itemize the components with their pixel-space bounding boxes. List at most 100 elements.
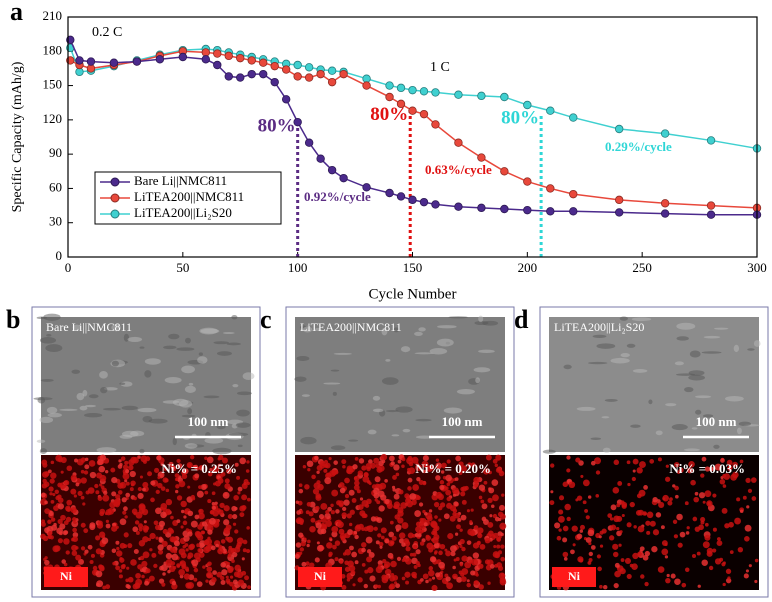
eds-dot — [187, 531, 193, 537]
eds-dot — [406, 457, 414, 465]
eds-dot — [494, 516, 500, 522]
eds-dot — [182, 520, 188, 526]
element-label: Ni — [314, 569, 327, 583]
eds-dot — [302, 465, 307, 469]
eds-dot — [75, 482, 80, 487]
decay-label: 0.29%/cycle — [605, 139, 672, 154]
eds-dot — [314, 557, 320, 563]
eds-dot — [380, 535, 385, 540]
sem-texture — [33, 313, 255, 455]
eds-dot — [339, 559, 344, 564]
eds-dot — [477, 533, 483, 539]
eds-dot — [123, 464, 129, 470]
eds-dot — [566, 455, 571, 460]
eds-dot — [387, 540, 395, 547]
eds-dot — [444, 486, 449, 491]
eds-dot — [239, 457, 247, 465]
sem-grain — [102, 407, 121, 411]
x-tick-label: 300 — [747, 260, 767, 275]
eds-dot — [714, 463, 722, 471]
eds-dot — [112, 561, 116, 566]
eds-dot — [125, 578, 129, 583]
sem-grain — [694, 395, 712, 399]
eds-dot — [123, 532, 129, 538]
eds-dot — [95, 570, 103, 578]
sem-grain — [39, 416, 54, 424]
eds-dot — [585, 537, 592, 544]
eds-dot — [397, 459, 402, 464]
eds-dot — [120, 456, 126, 461]
eds-dot — [392, 488, 396, 492]
eds-dot — [246, 549, 251, 554]
eds-dot — [411, 499, 417, 506]
eds-dot — [159, 538, 163, 542]
eds-dot — [204, 456, 208, 460]
eds-dot — [161, 540, 168, 547]
eds-dot — [576, 533, 583, 540]
sem-grain — [84, 413, 103, 418]
eds-dot — [341, 459, 347, 465]
sem-grain — [688, 370, 705, 376]
eds-dot — [737, 547, 744, 553]
eds-dot — [331, 489, 339, 497]
eds-dot — [99, 483, 103, 487]
data-point — [419, 197, 429, 207]
eds-dot — [636, 467, 643, 474]
eds-dot — [44, 559, 50, 566]
eds-dot — [331, 525, 339, 533]
eds-dot — [246, 460, 250, 464]
data-point — [327, 165, 337, 175]
sem-grain — [414, 352, 434, 355]
element-label: Ni — [60, 569, 73, 583]
sem-grain — [665, 403, 677, 407]
eds-dot — [377, 584, 382, 589]
eds-dot — [393, 464, 400, 471]
sem-grain — [96, 447, 117, 453]
eds-dot — [435, 475, 441, 481]
eds-dot — [624, 557, 632, 565]
eds-dot — [646, 530, 651, 535]
sem-grain — [39, 448, 48, 455]
sem-grain — [163, 345, 177, 350]
data-point — [419, 87, 429, 96]
x-axis-label: Cycle Number — [369, 286, 457, 302]
y-axis-label: Specific Capacity (mAh/g) — [10, 61, 25, 212]
eds-dot — [92, 565, 98, 571]
x-tick-label: 0 — [65, 260, 72, 275]
sem-grain — [197, 356, 208, 364]
eds-dot — [216, 571, 223, 578]
eds-dot — [344, 549, 351, 556]
eds-dot — [205, 544, 212, 552]
eds-dot — [341, 584, 347, 590]
eds-dot — [157, 476, 161, 480]
legend-marker — [110, 209, 120, 219]
sem-grain — [142, 415, 153, 423]
eds-dot — [347, 529, 354, 536]
eds-dot — [662, 497, 666, 501]
eds-dot — [664, 555, 669, 559]
eds-dot — [460, 491, 466, 497]
data-point — [477, 91, 486, 101]
eds-dot — [175, 484, 180, 489]
legend-label: LiTEA200||NMC811 — [134, 189, 244, 204]
eds-dot — [459, 528, 463, 532]
data-point — [304, 138, 314, 147]
eds-dot — [301, 561, 307, 567]
eds-dot — [363, 472, 369, 478]
eds-dot — [384, 568, 392, 576]
sem-grain — [456, 388, 475, 395]
sem-grain — [172, 398, 189, 407]
eds-dot — [358, 458, 365, 464]
eds-dot — [376, 517, 383, 523]
eds-dot — [466, 579, 470, 583]
eds-dot — [413, 544, 418, 550]
eds-dot — [679, 531, 686, 538]
data-point — [304, 63, 314, 72]
eds-dot — [439, 480, 445, 485]
eds-dot — [154, 467, 160, 474]
eds-dot — [315, 494, 322, 501]
eds-dot — [500, 556, 505, 562]
eds-dot — [48, 469, 52, 474]
eds-dot — [348, 522, 353, 527]
eds-dot — [395, 583, 401, 589]
